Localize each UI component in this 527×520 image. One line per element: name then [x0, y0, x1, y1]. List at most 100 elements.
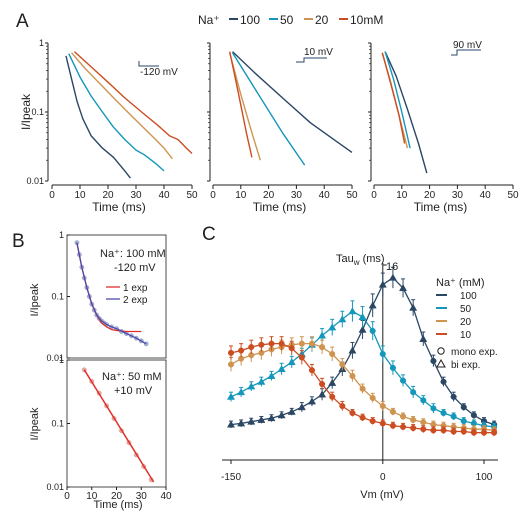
c-series-100-point — [388, 273, 397, 281]
c-series-10-point — [460, 428, 467, 435]
c-x-tick-label: -150 — [221, 472, 241, 483]
b-bottom-y-tick-label: 1 — [59, 355, 64, 365]
a-legend-label: 100 — [240, 13, 260, 27]
a-x-tick-label: 30 — [130, 190, 142, 201]
c-series-10-point — [359, 414, 366, 421]
c-series-10-point — [430, 427, 437, 434]
c-series-10-point — [440, 427, 447, 434]
a-protocol-label: -120 mV — [140, 67, 178, 78]
a-legend-label: 10mM — [350, 13, 383, 27]
c-series-10-point — [389, 422, 396, 429]
a-y-tick-label: 1 — [39, 38, 44, 48]
c-series-10-point — [227, 349, 235, 356]
b-top-y-tick-label: 0.01 — [46, 353, 64, 363]
c-series-100-point — [358, 325, 367, 333]
c-series-10-point — [480, 429, 488, 436]
panel-b-bottom-annotation-2: +10 mV — [114, 385, 153, 397]
a-x-tick-label: 0 — [49, 190, 55, 201]
a-protocol-step-2 — [451, 49, 481, 56]
panel-b-top-annotation-2: -120 mV — [114, 262, 156, 274]
panel-c-plot: -150 0 100 — [221, 263, 498, 483]
a-series-50-line — [231, 52, 306, 166]
c-series-10-point — [288, 345, 295, 352]
a-x-label: Time (ms) — [253, 200, 307, 214]
c-legend-triangle-marker — [436, 358, 446, 368]
c-series-50-point — [247, 382, 256, 390]
panel-letter-c: C — [202, 224, 216, 245]
c-legend-label: 50 — [460, 304, 472, 315]
c-series-100-point — [277, 411, 286, 419]
c-series-10-point — [410, 424, 417, 432]
c-series-50-point — [348, 307, 357, 315]
panel-b-bottom-y-label: I/Ipeak — [29, 407, 41, 441]
c-series-100-point — [328, 378, 337, 386]
panel-b-bottom-annotation-1: Na⁺: 50 mM — [102, 371, 162, 383]
a-y-tick-label: 0.1 — [31, 107, 44, 117]
c-series-10-point — [298, 354, 305, 361]
c-series-20-point — [410, 416, 417, 423]
c-series-20-point — [399, 413, 407, 420]
c-legend-bi-label: bi exp. — [451, 360, 480, 371]
a-x-tick-label: 10 — [396, 190, 408, 201]
a-protocol-step-1 — [296, 57, 327, 63]
a-series-20-line — [229, 52, 261, 161]
a-series-50-line — [384, 51, 411, 149]
b-bottom-y-tick-label: 0.1 — [51, 419, 64, 429]
c-series-20-point — [389, 408, 396, 415]
c-series-10-point — [308, 367, 316, 374]
c-series-50-point — [338, 315, 347, 323]
c-series-20-point — [298, 340, 305, 347]
a-series-100-line — [232, 51, 353, 153]
c-series-20-point — [420, 419, 427, 426]
c-series-100-point — [247, 417, 256, 425]
c-series-20-point — [339, 361, 346, 368]
c-series-100-point — [267, 414, 276, 422]
c-series-100-point — [237, 419, 246, 427]
c-series-10-point — [268, 340, 275, 347]
c-series-100-point — [440, 378, 447, 385]
c-series-100-point — [287, 407, 296, 415]
a-x-tick-label: 30 — [291, 190, 303, 201]
c-series-50-point — [379, 350, 386, 358]
a-series-100-line — [65, 55, 131, 179]
c-x-tick-label: 100 — [476, 472, 493, 483]
panel-c-y-label-units: (ms) — [360, 253, 385, 265]
panel-c-legend: 100 50 20 10 mono exp. bi exp. — [436, 291, 498, 371]
a-x-tick-label: 10 — [74, 190, 86, 201]
a-x-tick-label: 40 — [480, 190, 492, 201]
c-series-50-point — [287, 358, 296, 366]
panel-a-legend: 100 50 20 10mM — [229, 13, 383, 27]
b-bottom-x-tick-label: 30 — [136, 491, 148, 502]
b-bottom-x-tick-label: 40 — [160, 491, 172, 502]
c-series-100-point — [368, 301, 377, 309]
b-top-fit-2-exp — [76, 242, 147, 345]
c-legend-label: 10 — [460, 330, 472, 341]
c-series-100-point — [348, 346, 357, 354]
c-series-50-point — [237, 388, 246, 396]
panel-a-plots: 1 0.1 0.01 0 10 20 30 40 50 Time (ms) -120 mV 0 10 20… — [26, 38, 519, 214]
panel-c-x-label: Vm (mV) — [360, 489, 403, 501]
c-legend-label: 20 — [460, 317, 472, 328]
a-series-10-line — [229, 51, 253, 158]
c-series-50-point — [318, 331, 327, 339]
b-bottom-fit-line — [83, 369, 155, 483]
c-series-20-point — [359, 385, 366, 392]
panel-b-top-annotation-1: Na⁺: 100 mM — [100, 248, 166, 260]
c-series-10-point — [491, 429, 498, 436]
c-series-100-point — [409, 303, 418, 311]
a-protocol-step-0 — [138, 61, 159, 67]
c-series-50-point — [450, 413, 457, 420]
c-series-50-point — [440, 409, 447, 417]
a-x-tick-label: 20 — [263, 190, 275, 201]
panel-c-y-label: Tauw (ms) — [336, 253, 385, 267]
c-series-50-point — [277, 364, 286, 373]
c-series-50-point — [410, 389, 417, 396]
b-bottom-x-tick-label: 0 — [64, 491, 70, 502]
b-bottom-x-tick-label: 20 — [111, 491, 123, 502]
c-series-50-point — [389, 364, 396, 371]
c-series-50-point — [369, 327, 376, 334]
b-top-y-tick-label: 0.1 — [51, 292, 64, 302]
c-series-100-point — [450, 393, 457, 400]
a-legend-label: 50 — [280, 13, 294, 27]
